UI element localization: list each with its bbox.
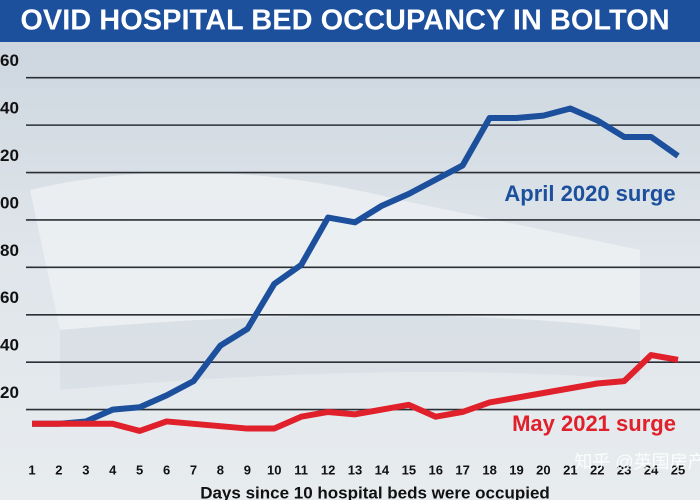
x-tick-label: 19: [509, 462, 523, 477]
x-tick-label: 18: [482, 462, 496, 477]
y-tick-label: 40: [0, 336, 19, 355]
x-tick-label: 10: [267, 462, 281, 477]
x-tick-label: 13: [348, 462, 362, 477]
watermark: 知乎 @英国房产: [574, 452, 700, 472]
bed-shape: [30, 172, 640, 330]
x-tick-label: 14: [375, 462, 390, 477]
y-tick-label: 20: [0, 146, 19, 165]
x-tick-label: 22: [590, 462, 604, 477]
x-tick-label: 5: [136, 462, 143, 477]
x-tick-label: 8: [217, 462, 224, 477]
x-tick-label: 24: [644, 462, 659, 477]
y-tick-label: 00: [0, 193, 19, 212]
chart-title: OVID HOSPITAL BED OCCUPANCY IN BOLTON: [20, 5, 669, 37]
x-tick-label: 1: [28, 462, 35, 477]
legend-label: May 2021 surge: [512, 411, 676, 436]
x-tick-label: 6: [163, 462, 170, 477]
series-line: [32, 105, 680, 427]
x-tick-label: 2: [55, 462, 62, 477]
title-bar: [0, 0, 700, 42]
series-line: [32, 352, 679, 434]
x-tick-label: 15: [402, 462, 416, 477]
x-tick-label: 11: [294, 462, 308, 477]
x-tick-label: 16: [429, 462, 443, 477]
y-tick-label: 40: [0, 99, 19, 118]
y-tick-label: 60: [0, 288, 19, 307]
x-tick-label: 21: [563, 462, 577, 477]
x-tick-label: 4: [109, 462, 117, 477]
x-tick-label: 25: [671, 462, 685, 477]
x-tick-label: 20: [536, 462, 550, 477]
y-tick-label: 60: [0, 51, 19, 70]
x-axis-label: Days since 10 hospital beds were occupie…: [200, 483, 550, 500]
x-tick-label: 23: [617, 462, 631, 477]
x-tick-label: 7: [190, 462, 197, 477]
bed-shape: [60, 315, 640, 390]
x-tick-label: 12: [321, 462, 335, 477]
y-tick-label: 20: [0, 383, 19, 402]
y-tick-label: 80: [0, 241, 19, 260]
x-tick-label: 17: [455, 462, 469, 477]
x-tick-label: 3: [82, 462, 89, 477]
x-tick-label: 9: [244, 462, 251, 477]
legend-label: April 2020 surge: [504, 181, 675, 206]
